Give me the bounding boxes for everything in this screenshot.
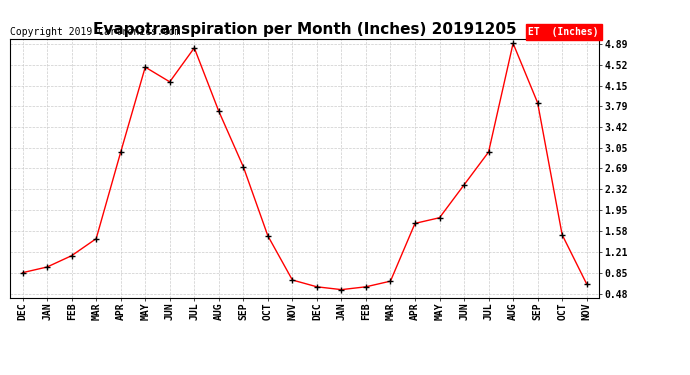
- Title: Evapotranspiration per Month (Inches) 20191205: Evapotranspiration per Month (Inches) 20…: [93, 22, 516, 37]
- Text: ET  (Inches): ET (Inches): [529, 27, 599, 37]
- Text: Copyright 2019 Cartronics.com: Copyright 2019 Cartronics.com: [10, 27, 181, 37]
